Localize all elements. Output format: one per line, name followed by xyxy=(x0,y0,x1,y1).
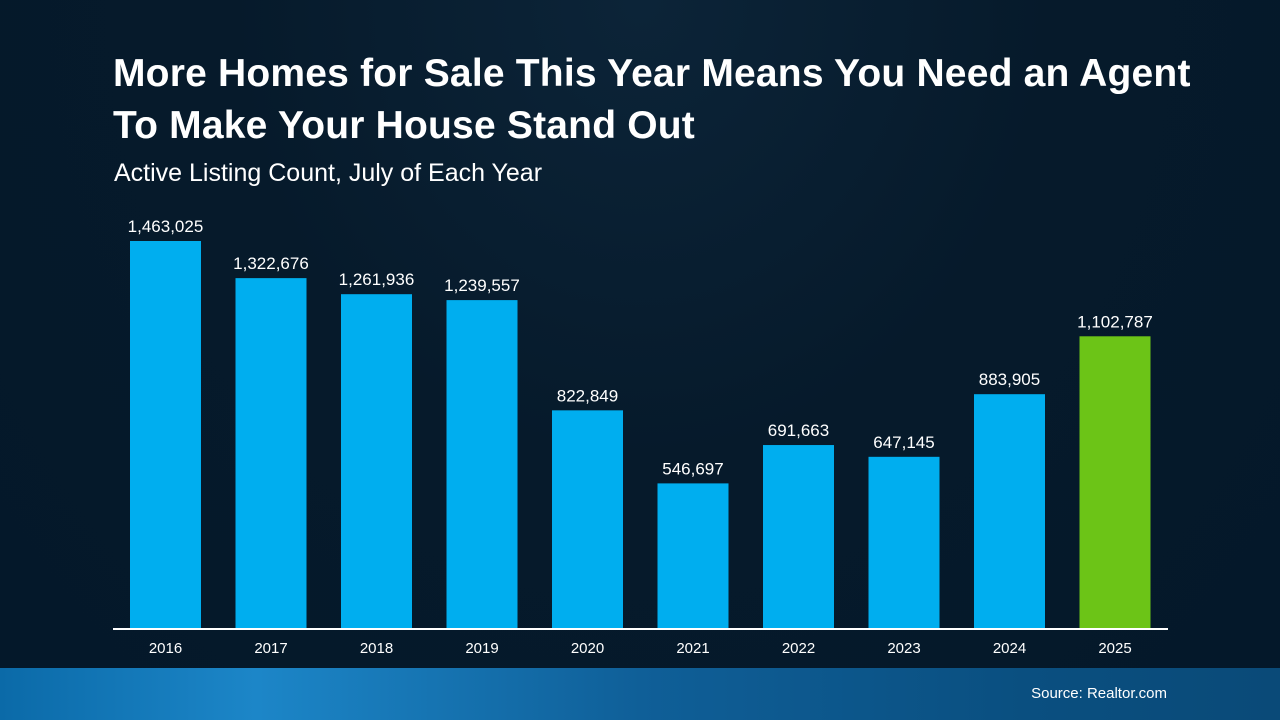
value-label-2022: 691,663 xyxy=(768,421,829,440)
bar-2017 xyxy=(235,278,307,628)
tick-label-2023: 2023 xyxy=(887,640,920,657)
value-label-2023: 647,145 xyxy=(873,433,934,452)
value-label-2018: 1,261,936 xyxy=(339,270,415,289)
bar-2019 xyxy=(446,300,518,628)
tick-label-2019: 2019 xyxy=(465,640,498,657)
value-label-2019: 1,239,557 xyxy=(444,276,520,295)
tick-label-2018: 2018 xyxy=(360,640,393,657)
tick-label-2024: 2024 xyxy=(993,640,1026,657)
bar-2016 xyxy=(130,241,201,628)
value-label-2025: 1,102,787 xyxy=(1077,312,1153,331)
tick-label-2016: 2016 xyxy=(149,640,182,657)
footer-band xyxy=(0,668,1280,720)
value-label-2020: 822,849 xyxy=(557,386,618,405)
chart-subtitle: Active Listing Count, July of Each Year xyxy=(114,159,543,187)
bar-2023 xyxy=(868,456,940,628)
bar-chart: 1,463,025 1,322,676 1,261,936 1,239,557 822,… xyxy=(128,217,1153,657)
value-label-2024: 883,905 xyxy=(979,370,1040,389)
tick-label-2022: 2022 xyxy=(782,640,815,657)
tick-label-2017: 2017 xyxy=(254,640,287,657)
tick-label-2021: 2021 xyxy=(676,640,709,657)
value-labels-group: 1,463,025 1,322,676 1,261,936 1,239,557 822,… xyxy=(128,217,1153,478)
value-label-2021: 546,697 xyxy=(662,459,723,478)
bar-2025 xyxy=(1079,336,1151,628)
bar-2021 xyxy=(657,483,729,628)
bar-2018 xyxy=(341,294,412,628)
bars-group xyxy=(130,241,1151,628)
source-text: Source: Realtor.com xyxy=(1031,685,1167,702)
bar-2022 xyxy=(763,445,834,628)
tick-label-2020: 2020 xyxy=(571,640,604,657)
bar-2024 xyxy=(974,394,1045,628)
tick-label-2025: 2025 xyxy=(1098,640,1131,657)
bar-2020 xyxy=(552,410,623,628)
value-label-2017: 1,322,676 xyxy=(233,254,309,273)
tick-labels-group: 2016 2017 2018 2019 2020 2021 2022 2023 2024 2025 xyxy=(149,640,1132,657)
value-label-2016: 1,463,025 xyxy=(128,217,204,236)
chart-title: More Homes for Sale This Year Means You … xyxy=(113,52,1191,147)
